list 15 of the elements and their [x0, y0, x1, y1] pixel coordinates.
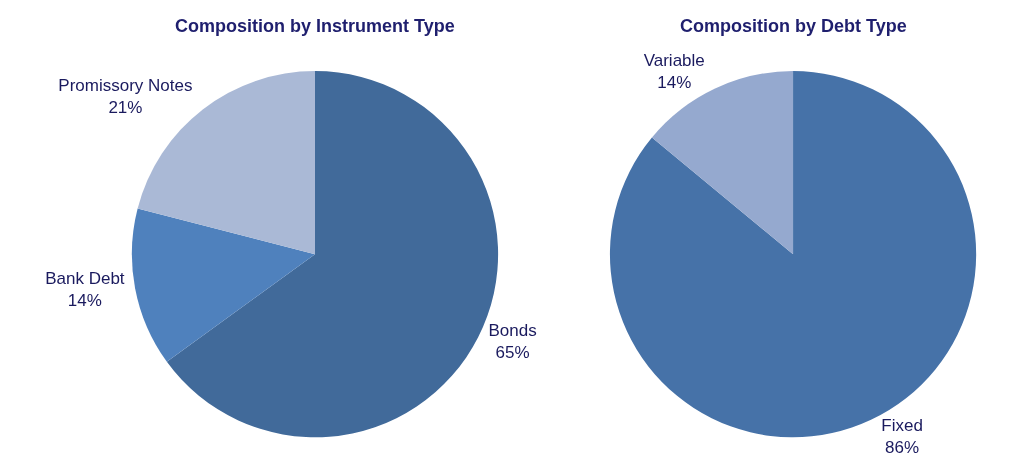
data-label: 65%	[495, 343, 530, 363]
chart-title: Composition by Instrument Type	[175, 16, 455, 36]
chart-title: Composition by Debt Type	[680, 16, 907, 36]
data-label: 21%	[108, 98, 143, 118]
slice-label: Fixed	[881, 416, 923, 436]
slice-label: Bank Debt	[45, 268, 125, 288]
data-label: 14%	[67, 290, 102, 310]
pie-slice	[131, 208, 315, 362]
pie-slice	[651, 71, 794, 255]
slice-label: Bonds	[488, 320, 537, 340]
data-label: 14%	[657, 73, 692, 93]
slice-label: Variable	[643, 51, 705, 71]
pie-slice	[610, 71, 977, 438]
slice-label: Promissory Notes	[58, 76, 193, 96]
data-label: 86%	[885, 438, 920, 458]
